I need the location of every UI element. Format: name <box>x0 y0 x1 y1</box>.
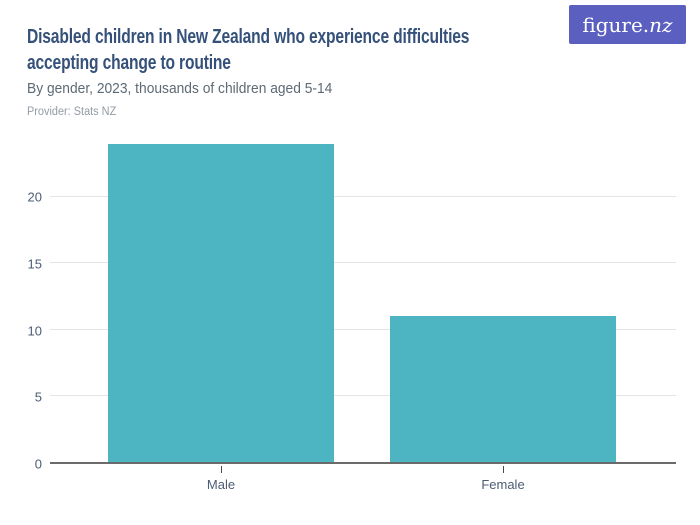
y-tick-label-0: 0 <box>34 456 42 472</box>
chart-title: Disabled children in New Zealand who exp… <box>27 26 470 74</box>
x-axis: Male Female <box>50 466 676 500</box>
chart-subtitle: By gender, 2023, thousands of children a… <box>27 80 333 97</box>
y-tick-label-10: 10 <box>27 323 42 339</box>
x-tick-label-female: Female <box>481 477 525 492</box>
gridline-20 <box>50 196 676 197</box>
figure-nz-logo[interactable]: figure.nz <box>569 5 686 44</box>
bar-female[interactable] <box>390 316 616 462</box>
logo-text-accent: nz <box>649 12 673 37</box>
y-tick-label-15: 15 <box>27 256 42 272</box>
gridline-5 <box>50 394 676 396</box>
y-tick-label-20: 20 <box>27 189 42 205</box>
x-tick-label-male: Male <box>206 477 236 492</box>
gridline-10 <box>50 328 676 330</box>
bar-male[interactable] <box>108 144 334 462</box>
x-tick-mark-male <box>221 466 222 473</box>
plot-area <box>50 144 676 464</box>
gridline-15 <box>50 262 676 264</box>
y-axis: 0 5 10 15 20 <box>0 144 42 471</box>
provider-label: Provider: Stats NZ <box>27 106 117 118</box>
x-tick-mark-female <box>503 466 504 473</box>
y-tick-label-5: 5 <box>34 389 42 405</box>
logo-text-main: figure. <box>582 12 650 37</box>
logo-text: figure.nz <box>582 15 672 35</box>
